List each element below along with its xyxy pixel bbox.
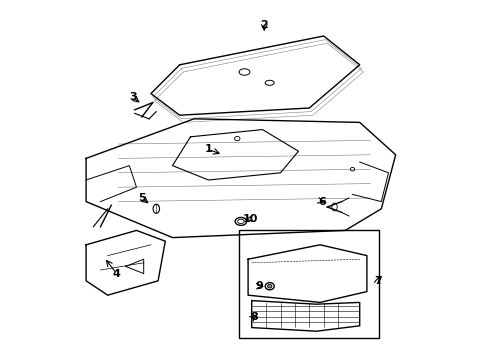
Ellipse shape <box>267 284 271 288</box>
Bar <box>239 230 379 338</box>
Text: 8: 8 <box>250 312 258 322</box>
Text: 3: 3 <box>129 92 137 102</box>
Text: 6: 6 <box>317 197 325 207</box>
Text: 10: 10 <box>242 214 257 224</box>
Text: 4: 4 <box>113 269 121 279</box>
Text: 1: 1 <box>204 144 212 154</box>
Text: 2: 2 <box>260 20 267 30</box>
Text: 7: 7 <box>373 276 381 286</box>
Text: 9: 9 <box>255 281 263 291</box>
Text: 5: 5 <box>138 193 145 203</box>
